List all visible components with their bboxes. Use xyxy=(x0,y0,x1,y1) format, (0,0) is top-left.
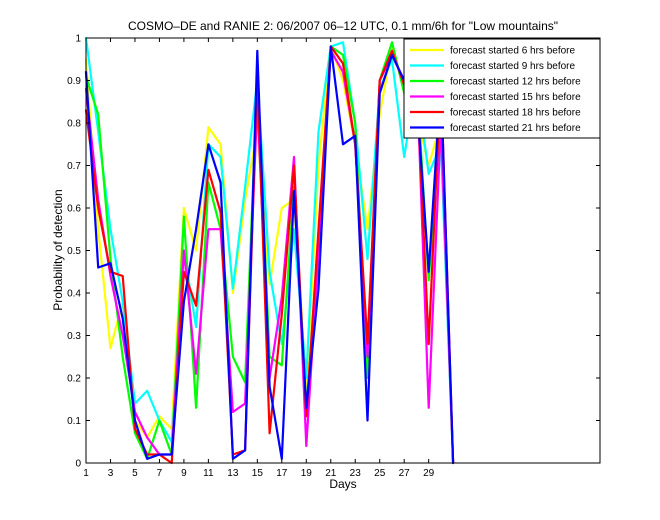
y-tick-label: 0.1 xyxy=(67,416,81,427)
x-tick-label: 5 xyxy=(132,468,138,479)
x-tick-label: 27 xyxy=(399,468,411,479)
y-axis-label: Probability of detection xyxy=(51,189,65,310)
y-tick-label: 0.5 xyxy=(67,246,81,257)
x-tick-label: 21 xyxy=(325,468,337,479)
x-tick-label: 3 xyxy=(108,468,114,479)
legend-entry-label: forecast started 21 hrs before xyxy=(450,123,581,134)
x-tick-label: 11 xyxy=(203,468,214,479)
x-tick-label: 13 xyxy=(227,468,239,479)
series-line-6 xyxy=(84,45,455,465)
y-tick-label: 0.6 xyxy=(67,204,81,215)
x-tick-label: 9 xyxy=(181,468,187,479)
y-tick-label: 0.3 xyxy=(67,331,81,342)
y-tick-label: 0.7 xyxy=(67,161,81,172)
series-line-5 xyxy=(84,45,455,465)
legend: forecast started 6 hrs before forecast st… xyxy=(403,38,601,139)
x-axis-label: Days xyxy=(329,477,356,491)
x-tick-label: 25 xyxy=(374,468,386,479)
chart-title: COSMO–DE and RANIE 2: 06/2007 06–12 UTC,… xyxy=(128,19,558,33)
x-tick-label: 15 xyxy=(252,468,264,479)
y-tick-label: 0 xyxy=(75,459,81,470)
x-tick-label: 1 xyxy=(83,468,89,479)
legend-box xyxy=(403,38,601,139)
legend-entry-label: forecast started 6 hrs before xyxy=(450,46,576,57)
x-tick-label: 17 xyxy=(276,468,288,479)
legend-entry-label: forecast started 15 hrs before xyxy=(450,92,581,103)
legend-entry-label: forecast started 9 hrs before xyxy=(450,61,576,72)
x-tick-label: 23 xyxy=(350,468,362,479)
plot-area: 1 3 5 7 9 11 13 15 17 19 21 23 25 27 2900.10.20.30.40.… xyxy=(67,34,601,479)
x-tick-label: 19 xyxy=(301,468,313,479)
y-tick-label: 0.9 xyxy=(67,76,81,87)
y-tick-label: 0.2 xyxy=(67,374,81,385)
x-tick-label: 29 xyxy=(423,468,435,479)
y-tick-label: 0.8 xyxy=(67,119,81,130)
legend-entry-label: forecast started 12 hrs before xyxy=(450,77,581,88)
x-tick-label: 7 xyxy=(157,468,163,479)
y-tick-label: 1 xyxy=(75,34,81,45)
legend-entry-label: forecast started 18 hrs before xyxy=(450,108,581,119)
y-tick-label: 0.4 xyxy=(67,289,81,300)
series-line-2 xyxy=(84,36,455,465)
